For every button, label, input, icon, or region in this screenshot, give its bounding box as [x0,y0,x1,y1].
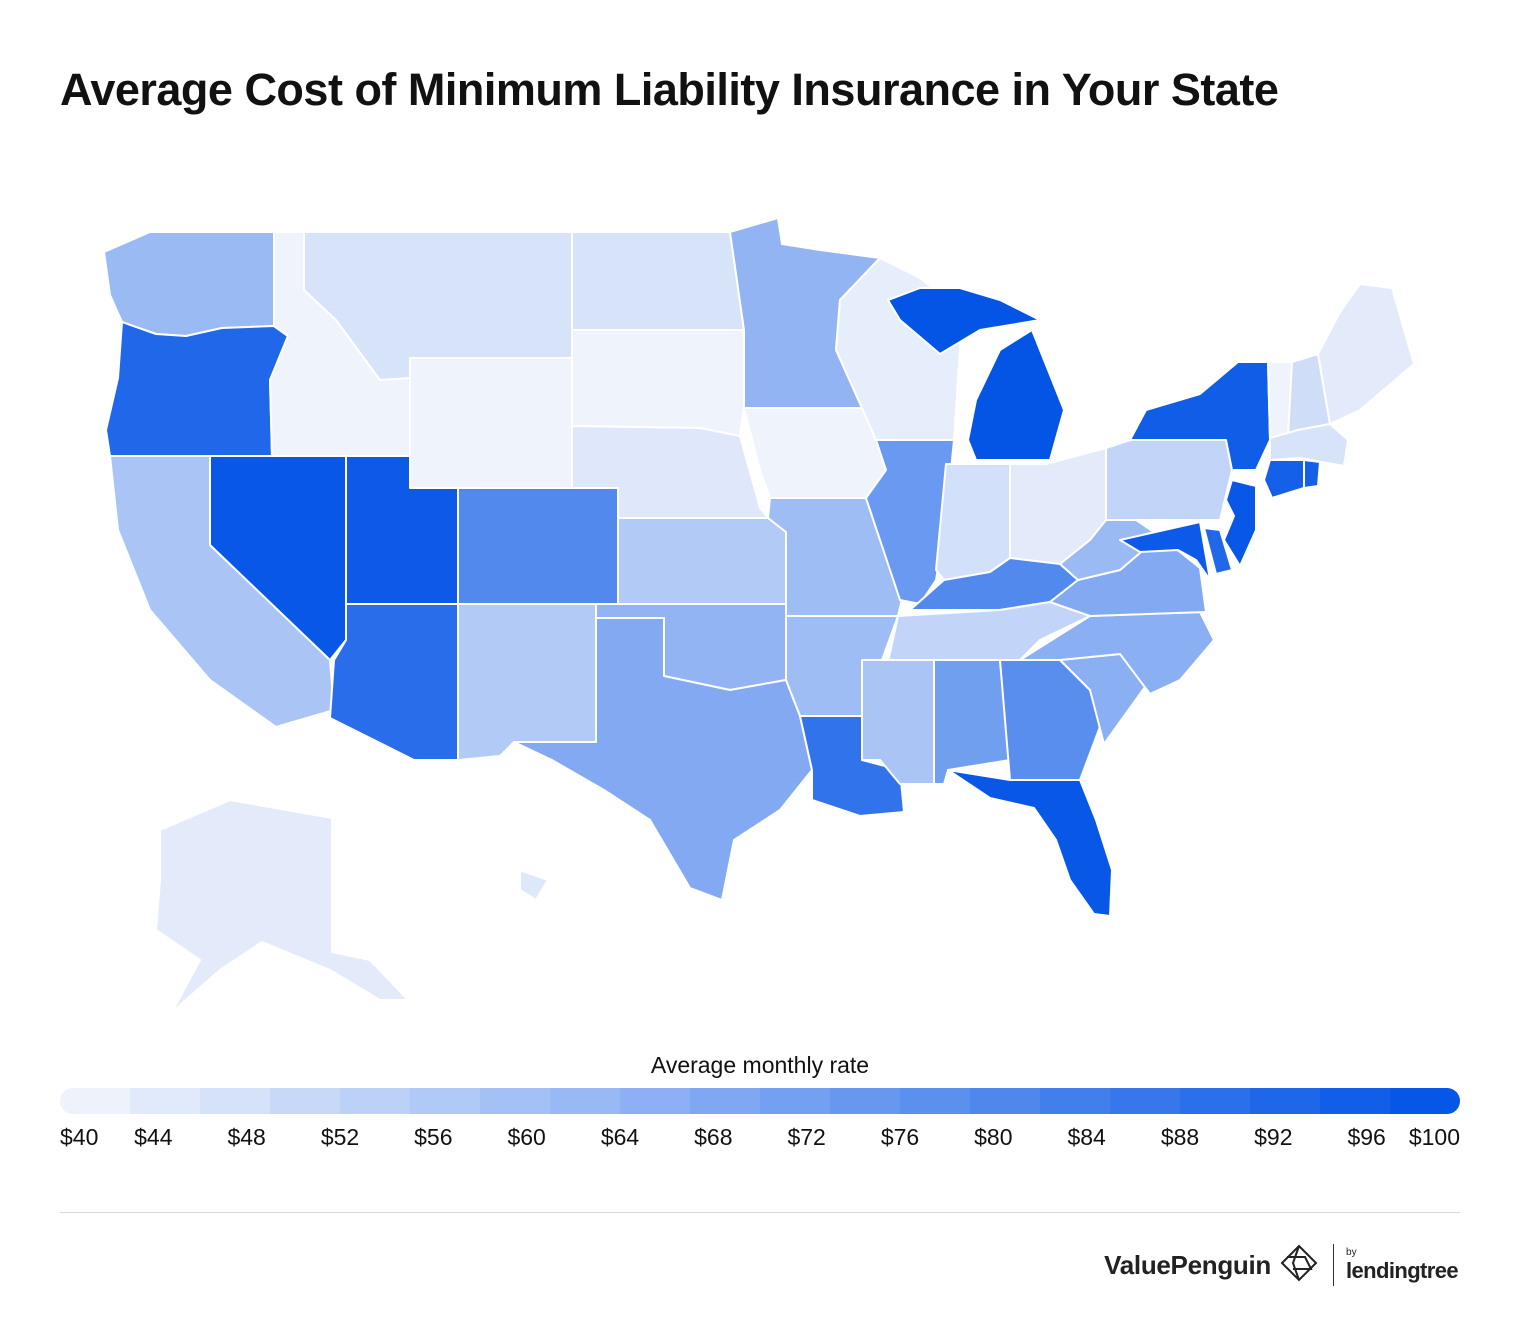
state-hi [519,869,549,901]
legend-color-step [760,1088,830,1114]
state-pa [1105,439,1233,521]
state-nd [571,231,745,331]
legend-tick-labels: $40 $44 $48 $52 $56 $60 $64 $68 $72 $76 $80 $84 $88 $… [0,1124,1520,1154]
state-wv [1059,515,1161,581]
legend-color-step [480,1088,550,1114]
footer-branding: ValuePenguin by lendingtree [1104,1240,1459,1290]
state-wa [103,231,275,337]
state-me [1317,283,1415,425]
valuepenguin-logo-icon [1279,1243,1319,1288]
legend-tick-label: $88 [1160,1124,1200,1150]
legend-tick-label: $80 [974,1124,1013,1150]
legend-tick-label: $92 [1254,1124,1293,1150]
legend-color-step [900,1088,970,1114]
state-in [935,463,1011,581]
legend-color-step [130,1088,200,1114]
legend-color-step [60,1088,130,1114]
legend-color-step [270,1088,340,1114]
legend-color-step [1320,1088,1390,1114]
state-ak [155,799,409,1013]
legend-color-step [1110,1088,1180,1114]
brand-name: ValuePenguin [1104,1249,1272,1280]
state-de [1203,527,1233,575]
legend-color-step [410,1088,480,1114]
brand-separator [1333,1244,1335,1286]
state-fl [947,769,1113,917]
legend-tick-label: $52 [320,1124,360,1150]
legend-color-scale [60,1088,1460,1114]
state-mi [887,287,1041,355]
legend-color-step [200,1088,270,1114]
state-ks [617,517,787,605]
state-nj [1223,479,1257,567]
legend-tick-label: $48 [227,1124,266,1150]
legend-color-step [970,1088,1040,1114]
legend-color-step [1040,1088,1110,1114]
state-ct [1263,459,1305,499]
legend-color-step [690,1088,760,1114]
states-layer [103,217,1415,1013]
state-sd [571,329,745,437]
legend-tick-label: $100 [1408,1124,1460,1150]
state-nm [457,603,597,761]
legend-color-step [1250,1088,1320,1114]
legend-color-step [550,1088,620,1114]
legend-tick-label: $72 [787,1124,826,1150]
state-co [457,487,619,605]
partner-logo: by lendingtree [1346,1247,1459,1283]
legend-tick-label: $84 [1067,1124,1106,1150]
legend-color-step [340,1088,410,1114]
legend-color-step [1180,1088,1250,1114]
state-mi [967,329,1065,461]
legend-color-step [830,1088,900,1114]
legend-tick-label: $40 [60,1124,99,1150]
legend-tick-label: $68 [694,1124,733,1150]
legend-color-step [620,1088,690,1114]
state-md [1119,521,1211,581]
state-al [933,659,1011,785]
partner-by-label: by [1346,1247,1357,1258]
legend-tick-label: $56 [414,1124,453,1150]
state-or [105,321,289,457]
state-az [329,603,459,761]
state-ia [743,407,887,499]
legend-tick-label: $44 [134,1124,173,1150]
partner-name: lendingtree [1346,1258,1459,1283]
legend-tick-label: $96 [1347,1124,1386,1150]
footer-divider [60,1212,1460,1213]
legend-title: Average monthly rate [650,1052,870,1078]
us-state-map [103,217,1415,1013]
state-tx [513,617,813,901]
legend-tick-label: $76 [880,1124,920,1150]
state-ri [1303,459,1321,489]
page-title: Average Cost of Minimum Liability Insura… [60,64,1279,115]
legend-tick-label: $60 [507,1124,546,1150]
state-wy [409,357,573,489]
legend-tick-label: $64 [600,1124,640,1150]
legend-color-step [1390,1088,1460,1114]
